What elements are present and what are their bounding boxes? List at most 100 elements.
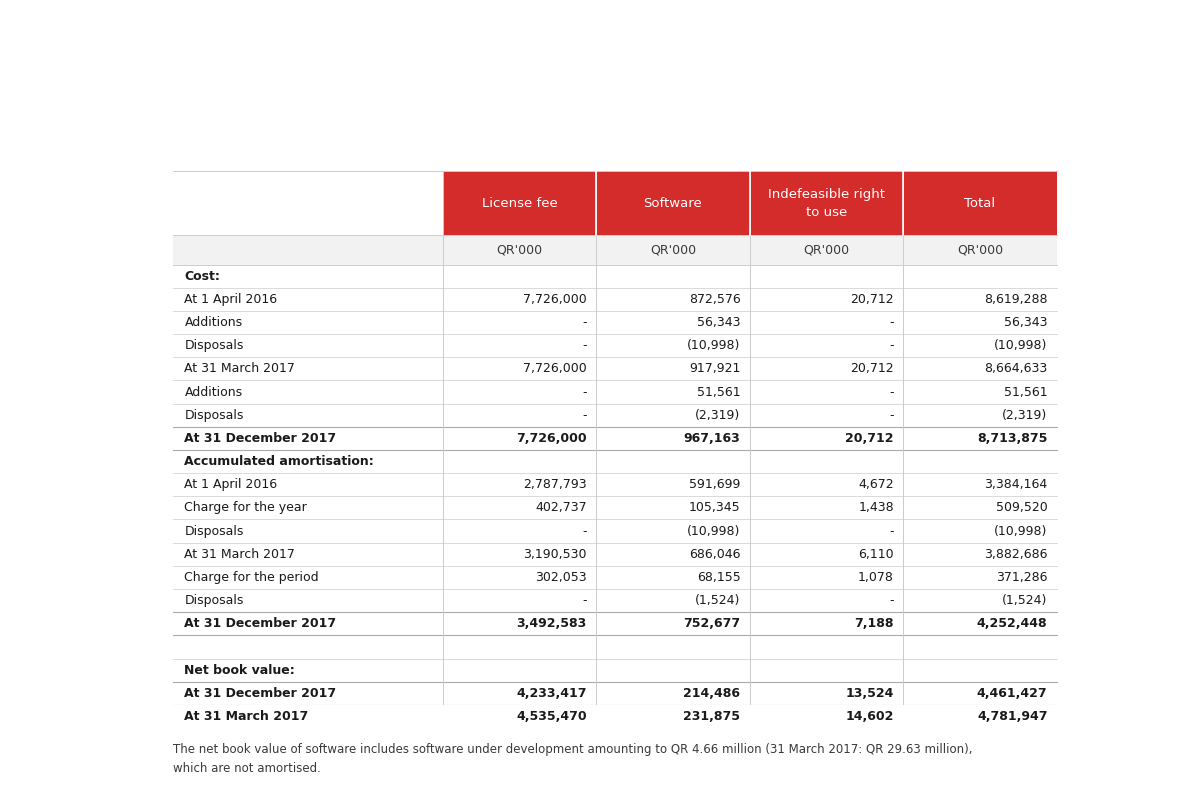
Text: Software: Software — [643, 196, 702, 210]
Text: At 31 December 2017: At 31 December 2017 — [185, 687, 336, 700]
Text: Indefeasible right
to use: Indefeasible right to use — [768, 188, 884, 219]
Bar — [173, 357, 1057, 380]
Text: 4,461,427: 4,461,427 — [977, 687, 1048, 700]
Text: Net book value:: Net book value: — [185, 664, 295, 676]
Text: At 1 April 2016: At 1 April 2016 — [185, 478, 277, 491]
Bar — [173, 404, 1057, 427]
Text: (10,998): (10,998) — [994, 339, 1048, 352]
Text: 7,726,000: 7,726,000 — [523, 293, 587, 306]
Text: 3,492,583: 3,492,583 — [517, 617, 587, 630]
Text: -: - — [889, 409, 894, 421]
Text: 6,110: 6,110 — [858, 548, 894, 561]
Bar — [173, 705, 1057, 728]
Bar — [173, 565, 1057, 589]
Text: Total: Total — [965, 196, 996, 210]
Text: 302,053: 302,053 — [535, 571, 587, 584]
Text: 68,155: 68,155 — [697, 571, 740, 584]
Text: 56,343: 56,343 — [697, 316, 740, 329]
Text: Cost:: Cost: — [185, 269, 221, 283]
Bar — [173, 543, 1057, 565]
Text: 20,712: 20,712 — [851, 363, 894, 375]
Bar — [173, 450, 1057, 473]
Text: 402,737: 402,737 — [535, 501, 587, 514]
Text: 3,882,686: 3,882,686 — [984, 548, 1048, 561]
Text: The net book value of software includes software under development amounting to : The net book value of software includes … — [173, 744, 973, 775]
Text: 13,524: 13,524 — [846, 687, 894, 700]
Bar — [173, 473, 1057, 497]
Text: Disposals: Disposals — [185, 339, 244, 352]
Text: 214,486: 214,486 — [684, 687, 740, 700]
Text: 231,875: 231,875 — [684, 710, 740, 723]
Text: QR'000: QR'000 — [650, 243, 696, 257]
Text: -: - — [889, 316, 894, 329]
Bar — [173, 658, 1057, 682]
Text: At 31 March 2017: At 31 March 2017 — [185, 363, 295, 375]
Text: 872,576: 872,576 — [689, 293, 740, 306]
Text: (2,319): (2,319) — [1002, 409, 1048, 421]
Text: 14,602: 14,602 — [846, 710, 894, 723]
Bar — [173, 612, 1057, 635]
Text: 51,561: 51,561 — [1004, 386, 1048, 398]
Text: 752,677: 752,677 — [683, 617, 740, 630]
Text: -: - — [582, 409, 587, 421]
Text: At 31 March 2017: At 31 March 2017 — [185, 548, 295, 561]
Text: 7,726,000: 7,726,000 — [523, 363, 587, 375]
Text: QR'000: QR'000 — [804, 243, 850, 257]
Text: Additions: Additions — [185, 386, 242, 398]
Text: 7,188: 7,188 — [854, 617, 894, 630]
Bar — [173, 334, 1057, 357]
Text: 917,921: 917,921 — [689, 363, 740, 375]
Text: At 31 March 2017: At 31 March 2017 — [185, 710, 308, 723]
Text: -: - — [889, 386, 894, 398]
Text: -: - — [889, 524, 894, 538]
Text: 1,078: 1,078 — [858, 571, 894, 584]
Text: 1,438: 1,438 — [858, 501, 894, 514]
Text: (10,998): (10,998) — [994, 524, 1048, 538]
Text: Disposals: Disposals — [185, 524, 244, 538]
Text: 4,233,417: 4,233,417 — [516, 687, 587, 700]
Text: 4,252,448: 4,252,448 — [977, 617, 1048, 630]
Text: 105,345: 105,345 — [689, 501, 740, 514]
Text: 591,699: 591,699 — [689, 478, 740, 491]
Bar — [173, 287, 1057, 311]
Text: License fee: License fee — [481, 196, 557, 210]
Text: Disposals: Disposals — [185, 594, 244, 607]
Text: -: - — [582, 594, 587, 607]
Text: 20,712: 20,712 — [851, 293, 894, 306]
Text: 686,046: 686,046 — [689, 548, 740, 561]
Text: 8,664,633: 8,664,633 — [984, 363, 1048, 375]
Text: 8,713,875: 8,713,875 — [977, 432, 1048, 445]
Bar — [173, 427, 1057, 450]
Text: 56,343: 56,343 — [1004, 316, 1048, 329]
Text: -: - — [582, 524, 587, 538]
Text: 20,712: 20,712 — [846, 432, 894, 445]
Text: Charge for the year: Charge for the year — [185, 501, 307, 514]
Text: (10,998): (10,998) — [688, 524, 740, 538]
Text: At 31 December 2017: At 31 December 2017 — [185, 432, 336, 445]
Text: 967,163: 967,163 — [684, 432, 740, 445]
Bar — [173, 497, 1057, 520]
Text: 7,726,000: 7,726,000 — [516, 432, 587, 445]
Text: 4,781,947: 4,781,947 — [977, 710, 1048, 723]
Text: Disposals: Disposals — [185, 409, 244, 421]
Text: 2,787,793: 2,787,793 — [523, 478, 587, 491]
Text: (2,319): (2,319) — [695, 409, 740, 421]
Text: 8,619,288: 8,619,288 — [984, 293, 1048, 306]
Bar — [173, 682, 1057, 705]
Text: Accumulated amortisation:: Accumulated amortisation: — [185, 455, 374, 468]
Bar — [173, 265, 1057, 287]
Text: -: - — [889, 339, 894, 352]
Bar — [173, 520, 1057, 543]
Text: (10,998): (10,998) — [688, 339, 740, 352]
Text: Additions: Additions — [185, 316, 242, 329]
Text: (1,524): (1,524) — [1002, 594, 1048, 607]
Text: 51,561: 51,561 — [697, 386, 740, 398]
Text: 371,286: 371,286 — [996, 571, 1048, 584]
Text: Charge for the period: Charge for the period — [185, 571, 319, 584]
Text: (1,524): (1,524) — [695, 594, 740, 607]
Bar — [173, 635, 1057, 658]
Text: At 31 December 2017: At 31 December 2017 — [185, 617, 336, 630]
Bar — [173, 380, 1057, 404]
Text: -: - — [889, 594, 894, 607]
Text: -: - — [582, 339, 587, 352]
